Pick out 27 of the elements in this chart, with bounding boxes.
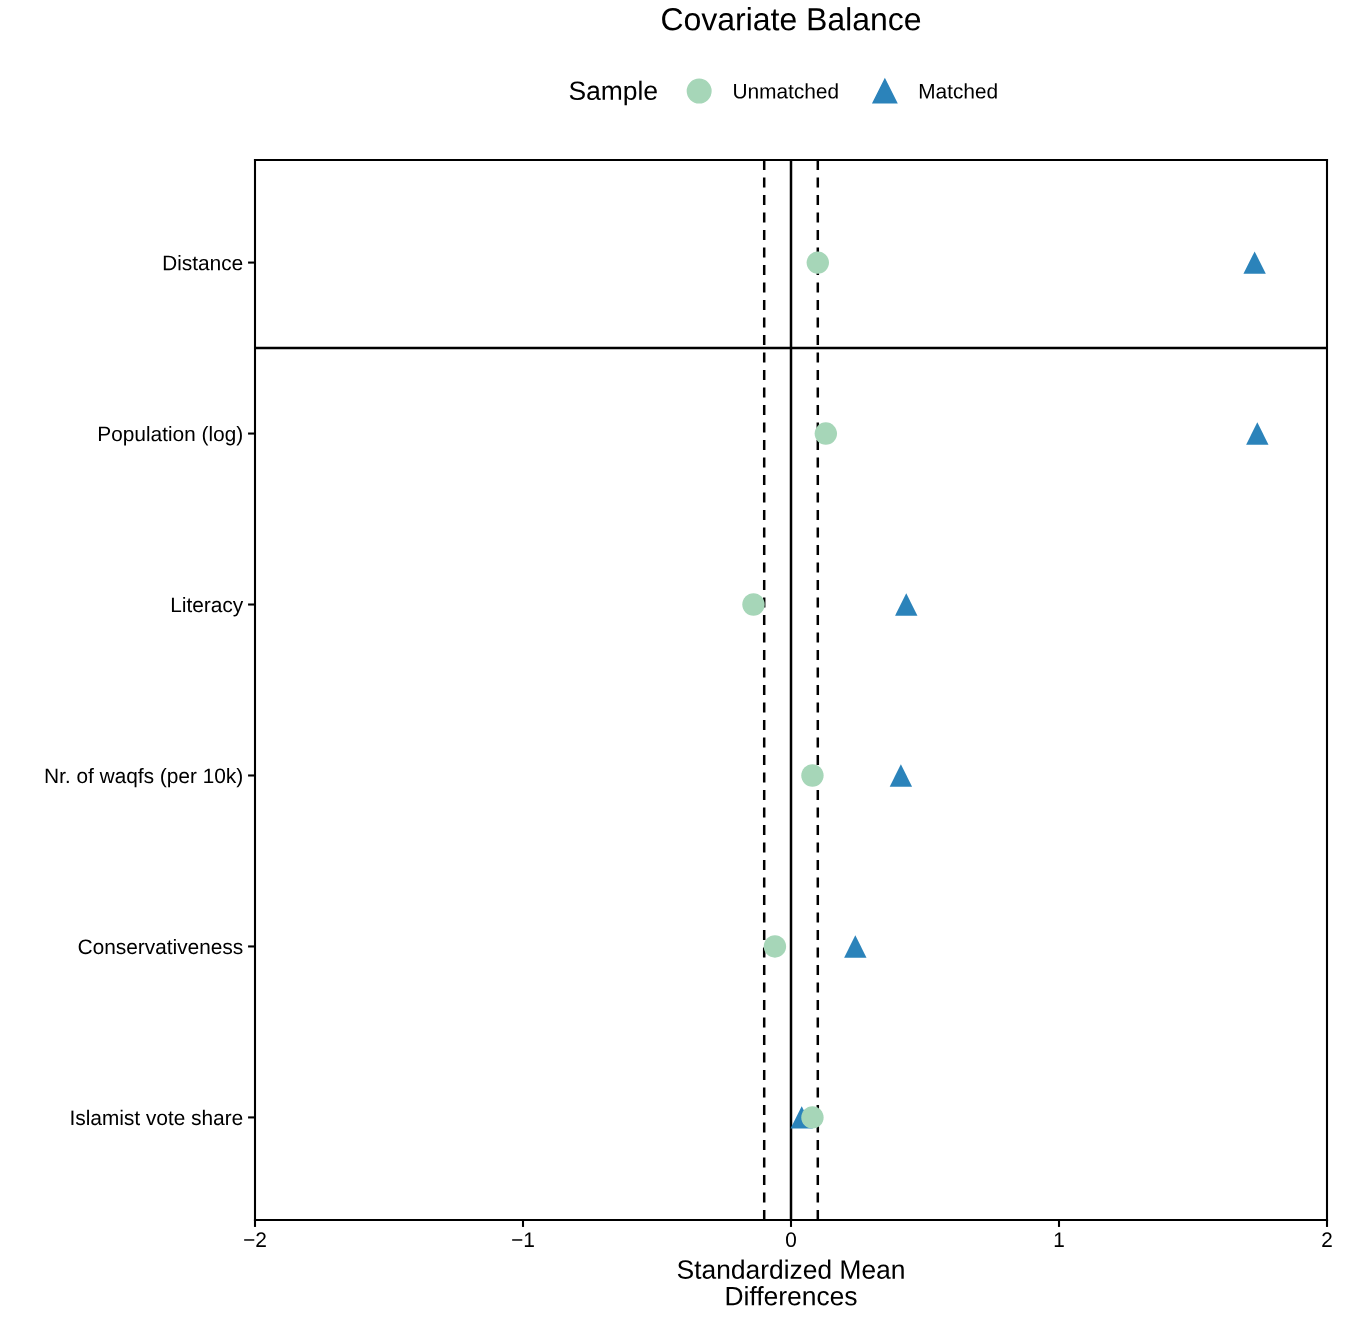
point bbox=[801, 1106, 824, 1129]
y-tick-label: Nr. of waqfs (per 10k) bbox=[45, 767, 242, 788]
x-axis-title: Standardized Mean Differences bbox=[677, 1259, 904, 1306]
y-tick-label: Population (log) bbox=[98, 426, 242, 446]
point bbox=[763, 935, 787, 958]
point bbox=[806, 251, 829, 274]
chart-title: Covariate Balance bbox=[662, 7, 921, 31]
legend-label: Unmatched bbox=[734, 83, 838, 99]
point bbox=[814, 422, 838, 445]
point bbox=[1243, 251, 1266, 274]
y-tick-label: Literacy bbox=[171, 596, 244, 617]
x-tick-label: −2 bbox=[244, 1232, 266, 1247]
legend-title: Sample bbox=[569, 80, 657, 106]
y-tick-label: Islamist vote share bbox=[71, 1109, 243, 1126]
legend-label: Matched bbox=[919, 83, 997, 99]
point bbox=[889, 764, 913, 787]
point bbox=[801, 764, 824, 787]
y-tick-label: Conservativeness bbox=[78, 938, 243, 955]
x-tick-label: 0 bbox=[786, 1232, 796, 1248]
point bbox=[742, 593, 765, 616]
point bbox=[895, 593, 918, 616]
x-tick-label: −1 bbox=[512, 1232, 534, 1247]
point bbox=[1246, 422, 1269, 445]
y-tick-label: Distance bbox=[163, 255, 243, 271]
x-tick-label: 1 bbox=[1054, 1232, 1064, 1247]
x-tick-label: 2 bbox=[1322, 1232, 1332, 1247]
point bbox=[844, 935, 867, 958]
